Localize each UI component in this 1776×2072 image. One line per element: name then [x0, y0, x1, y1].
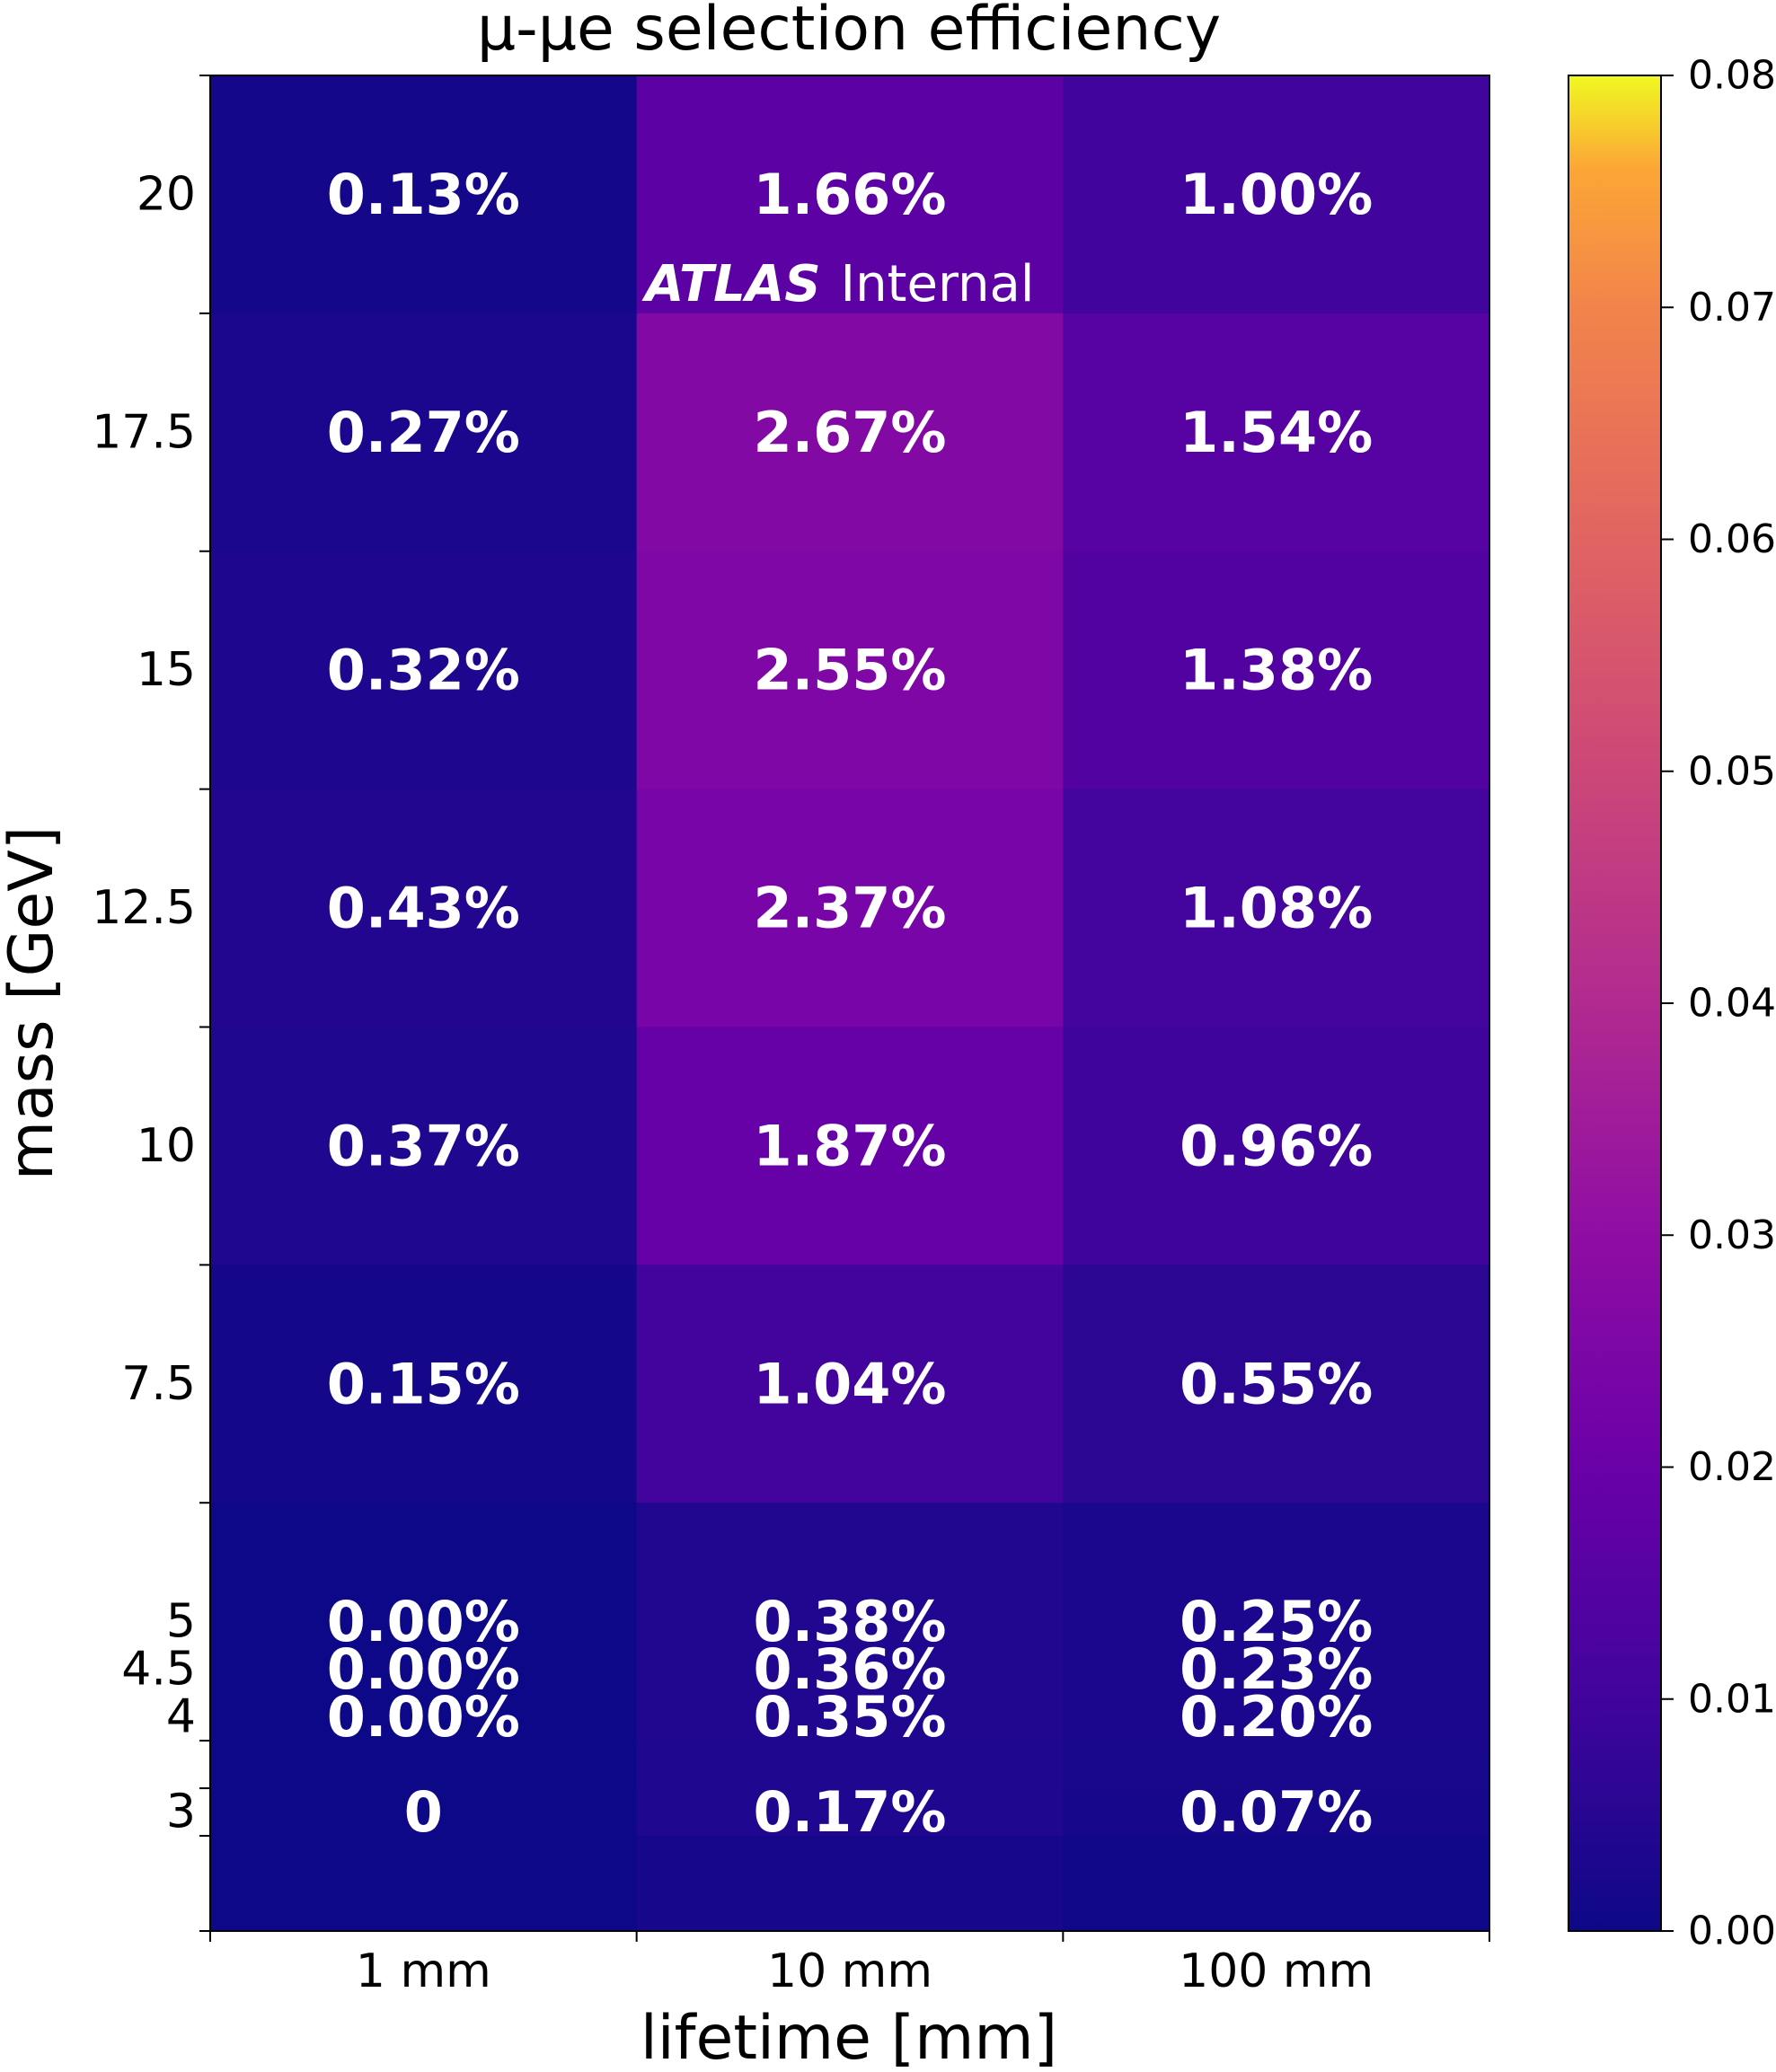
cell-value-label: 0.43%	[327, 876, 520, 941]
heatmap-cell	[210, 1836, 638, 1932]
heatmap-cell	[210, 75, 638, 314]
heatmap-cell	[1063, 1265, 1490, 1503]
heatmap-cell	[1063, 789, 1490, 1027]
heatmap-cell	[636, 313, 1064, 552]
colorbar-tick-label: 0.05	[1688, 748, 1776, 794]
y-tick-label: 5	[166, 1595, 196, 1649]
heatmap-cell	[636, 1265, 1064, 1503]
cell-value-label: 0.20%	[1180, 1684, 1373, 1750]
y-tick-label: 12.5	[92, 881, 196, 935]
colorbar-ticks: 0.00 0.01 0.02 0.03 0.04 0.05 0.06 0.07 0.08	[1661, 53, 1776, 1954]
cell-value-label: 2.55%	[753, 638, 946, 703]
heatmap-cells	[210, 75, 1490, 1932]
cell-value-label: 1.54%	[1180, 400, 1373, 465]
cell-value-label: 0.00%	[327, 1589, 520, 1654]
heatmap-cell	[636, 1027, 1064, 1265]
colorbar-tick-label: 0.02	[1688, 1444, 1776, 1490]
heatmap-cell-labels: 0.13% 1.66% 1.00% 0.27% 2.67% 1.54% 0.32% 2.55%…	[327, 162, 1373, 1845]
heatmap-cell	[1063, 1027, 1490, 1265]
cell-value-label: 2.67%	[753, 400, 946, 465]
cell-value-label: 0.96%	[1180, 1113, 1373, 1178]
colorbar-tick-label: 0.01	[1688, 1676, 1776, 1722]
atlas-label-bold: ATLAS	[641, 255, 821, 313]
cell-value-label: 1.00%	[1180, 162, 1373, 227]
heatmap-cell	[210, 789, 638, 1027]
cell-value-label: 1.87%	[753, 1113, 946, 1178]
plot-frame	[209, 75, 1490, 1932]
colorbar-tick-label: 0.06	[1688, 516, 1776, 562]
heatmap-cell	[210, 1788, 638, 1837]
x-tick-label: 1 mm	[356, 1944, 491, 1998]
y-tick-label: 15	[137, 643, 196, 697]
y-tick-label: 10	[137, 1119, 196, 1173]
x-tick-label: 10 mm	[767, 1944, 932, 1998]
y-tick-label: 17.5	[92, 405, 196, 459]
cell-value-label: 0.38%	[753, 1589, 946, 1654]
heatmap-cell	[1063, 313, 1490, 552]
heatmap-cell	[210, 1741, 638, 1789]
x-tick-label: 100 mm	[1179, 1944, 1374, 1998]
cell-value-label: 0.32%	[327, 638, 520, 703]
cell-value-label: 0.07%	[1180, 1779, 1373, 1845]
colorbar-tick-label: 0.07	[1688, 285, 1776, 331]
heatmap-cell	[1063, 1503, 1490, 1741]
cell-value-label: 0.17%	[753, 1779, 946, 1845]
heatmap-cell	[1063, 1788, 1490, 1837]
cell-value-label: 1.38%	[1180, 638, 1373, 703]
heatmap-cell	[636, 1836, 1064, 1932]
y-tick-label: 3	[166, 1785, 196, 1839]
colorbar-tick-label: 0.04	[1688, 981, 1776, 1027]
heatmap-cell	[636, 1503, 1064, 1741]
cell-value-label: 0.37%	[327, 1113, 520, 1178]
heatmap-cell	[636, 1741, 1064, 1789]
heatmap-cell	[210, 551, 638, 790]
colorbar	[1568, 75, 1662, 1932]
colorbar-tick-label: 0.08	[1688, 53, 1776, 99]
atlas-label: ATLAS Internal	[641, 255, 1034, 313]
y-axis-ticks: 20 17.5 15 12.5 10 7.5 54.54 3	[92, 75, 210, 1932]
heatmap-cell	[1063, 1836, 1490, 1932]
cell-value-label: 0	[404, 1779, 443, 1845]
heatmap-cell	[210, 313, 638, 552]
cell-value-label: 0.00%	[327, 1636, 520, 1702]
heatmap-cell	[1063, 75, 1490, 314]
cell-value-label: 0.35%	[753, 1684, 946, 1750]
cell-value-label: 2.37%	[753, 876, 946, 941]
cell-value-label: 0.15%	[327, 1351, 520, 1416]
colorbar-tick-label: 0.03	[1688, 1212, 1776, 1258]
heatmap-cell	[636, 75, 1064, 314]
y-tick-label: 20	[137, 167, 196, 221]
cell-value-label: 1.04%	[753, 1351, 946, 1416]
heatmap-cell	[210, 1265, 638, 1503]
atlas-label-internal: Internal	[841, 255, 1035, 313]
y-axis-label: mass [GeV]	[0, 826, 67, 1181]
cell-value-label: 0.13%	[327, 162, 520, 227]
cell-value-label: 0.36%	[753, 1636, 946, 1702]
heatmap-cell	[636, 1788, 1064, 1837]
x-axis-ticks: 1 mm 10 mm 100 mm	[209, 1931, 1490, 1998]
y-tick-label: 4	[166, 1690, 196, 1744]
cell-value-label: 1.66%	[753, 162, 946, 227]
colorbar-tick-label: 0.00	[1688, 1909, 1776, 1954]
chart-title: μ-μe selection efficiency	[477, 0, 1221, 65]
cell-value-label: 0.27%	[327, 400, 520, 465]
heatmap-cell	[210, 1503, 638, 1741]
cell-value-label: 0.23%	[1180, 1636, 1373, 1702]
heatmap-cell	[1063, 551, 1490, 790]
y-tick-label: 7.5	[121, 1357, 196, 1411]
heatmap-cell	[636, 551, 1064, 790]
heatmap-cell	[1063, 1741, 1490, 1789]
cell-value-label: 0.25%	[1180, 1589, 1373, 1654]
cell-value-label: 0.00%	[327, 1684, 520, 1750]
heatmap-cell	[636, 789, 1064, 1027]
cell-value-label: 1.08%	[1180, 876, 1373, 941]
heatmap-cell	[210, 1027, 638, 1265]
cell-value-label: 0.55%	[1180, 1351, 1373, 1416]
x-axis-label: lifetime [mm]	[641, 2003, 1057, 2072]
y-tick-label: 4.5	[121, 1643, 196, 1697]
